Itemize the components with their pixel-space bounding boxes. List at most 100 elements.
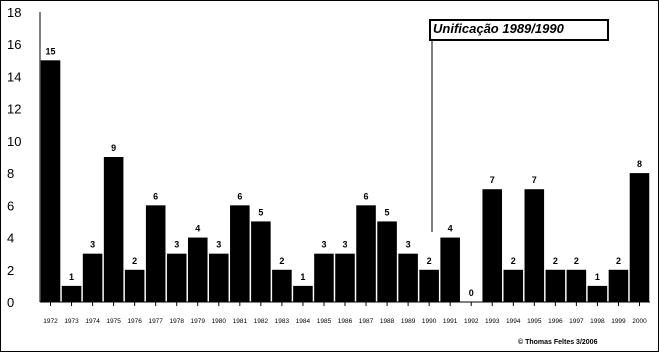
y-tick-label: 14 — [7, 69, 21, 84]
y-tick-label: 8 — [7, 166, 14, 181]
x-tick-label: 1991 — [443, 318, 458, 325]
x-tick-label: 1980 — [212, 318, 227, 325]
x-tick-label: 1994 — [506, 318, 521, 325]
data-label: 4 — [448, 224, 453, 234]
y-tick-label: 2 — [7, 263, 14, 278]
x-tick-label: 1981 — [233, 318, 248, 325]
x-tick-label: 1995 — [527, 318, 542, 325]
bar — [629, 173, 650, 302]
x-tick-label: 1987 — [359, 318, 374, 325]
data-label: 1 — [69, 272, 74, 282]
data-label: 4 — [195, 224, 200, 234]
data-label: 1 — [300, 272, 305, 282]
data-labels: 15 1 3 9 2 6 3 4 3 6 5 2 1 3 3 6 5 3 2 4 0 7 2 7 2 2 1 2 8 — [46, 46, 642, 298]
credit-text: © Thomas Feltes 3/2006 — [518, 339, 598, 346]
x-tick-label: 1983 — [275, 318, 290, 325]
data-label: 6 — [237, 191, 242, 201]
data-label: 3 — [90, 240, 95, 250]
bar — [187, 237, 208, 302]
bar — [482, 189, 503, 302]
x-tick-label: 1993 — [485, 318, 500, 325]
x-tick-label: 1979 — [191, 318, 206, 325]
bar — [377, 221, 397, 302]
x-tick-label: 1990 — [422, 318, 437, 325]
x-tick-label: 1984 — [296, 318, 311, 325]
y-tick-label: 4 — [7, 231, 14, 246]
data-label: 3 — [342, 240, 347, 250]
x-tick-label: 1989 — [401, 318, 416, 325]
bar — [293, 285, 313, 302]
bar — [587, 285, 608, 302]
data-label: 2 — [279, 256, 284, 266]
x-tick-label: 1986 — [338, 318, 353, 325]
data-label: 6 — [364, 191, 369, 201]
bar — [209, 253, 229, 302]
y-tick-label: 10 — [7, 134, 21, 149]
bar — [40, 60, 61, 302]
y-tick-labels: 0 2 4 6 8 10 12 14 16 18 — [7, 5, 21, 310]
bar — [440, 237, 460, 302]
data-label: 8 — [637, 159, 642, 169]
data-label: 9 — [111, 143, 116, 153]
data-label: 2 — [427, 256, 432, 266]
x-tick-label: 1998 — [590, 318, 605, 325]
x-tick-label: 1992 — [464, 318, 479, 325]
x-tick-label: 1976 — [127, 318, 142, 325]
data-label: 2 — [616, 256, 621, 266]
data-label: 3 — [406, 240, 411, 250]
x-tick-label: 1997 — [569, 318, 584, 325]
x-tick-label: 1977 — [148, 318, 163, 325]
x-tick-label: 1988 — [380, 318, 395, 325]
y-tick-label: 6 — [7, 198, 14, 213]
annotation-box — [429, 19, 609, 41]
bar — [103, 157, 124, 302]
bar — [608, 269, 629, 302]
bar — [419, 269, 439, 302]
data-label: 3 — [174, 240, 179, 250]
x-tick-label: 1974 — [85, 318, 100, 325]
data-label: 1 — [595, 272, 600, 282]
data-label: 7 — [490, 175, 495, 185]
bars — [40, 60, 650, 302]
y-tick-label: 0 — [7, 295, 14, 310]
x-tick-label: 1999 — [611, 318, 626, 325]
data-label: 15 — [46, 46, 56, 56]
data-label: 2 — [553, 256, 558, 266]
bar — [230, 205, 250, 302]
bar — [503, 269, 524, 302]
bar — [251, 221, 271, 302]
x-tick-label: 1973 — [64, 318, 79, 325]
data-label: 3 — [321, 240, 326, 250]
y-tick-label: 16 — [7, 37, 21, 52]
x-tick-label: 1975 — [106, 318, 121, 325]
bar — [335, 253, 355, 302]
bar — [145, 205, 166, 302]
x-tick-label: 1978 — [169, 318, 184, 325]
data-label: 2 — [511, 256, 516, 266]
bar — [566, 269, 587, 302]
data-label: 6 — [153, 191, 158, 201]
data-label: 3 — [216, 240, 221, 250]
bar — [82, 253, 103, 302]
y-tick-label: 12 — [7, 102, 21, 117]
y-tick-label: 18 — [7, 5, 21, 20]
data-label: 7 — [532, 175, 537, 185]
x-tick-label: 2000 — [632, 318, 647, 325]
bar — [124, 269, 145, 302]
x-tick-label: 1972 — [43, 318, 58, 325]
bar — [524, 189, 545, 302]
bar — [61, 285, 82, 302]
bar — [166, 253, 187, 302]
data-label: 5 — [385, 207, 390, 217]
x-tick-label: 1985 — [317, 318, 332, 325]
x-tick-label: 1996 — [548, 318, 563, 325]
bar — [314, 253, 334, 302]
bar — [272, 269, 292, 302]
data-label: 2 — [132, 256, 137, 266]
x-tick-label: 1982 — [254, 318, 269, 325]
bar — [398, 253, 418, 302]
data-label: 2 — [574, 256, 579, 266]
x-tick-labels: 1972 1973 1974 1975 1976 1977 1978 1979 1980 1981… — [43, 302, 647, 325]
